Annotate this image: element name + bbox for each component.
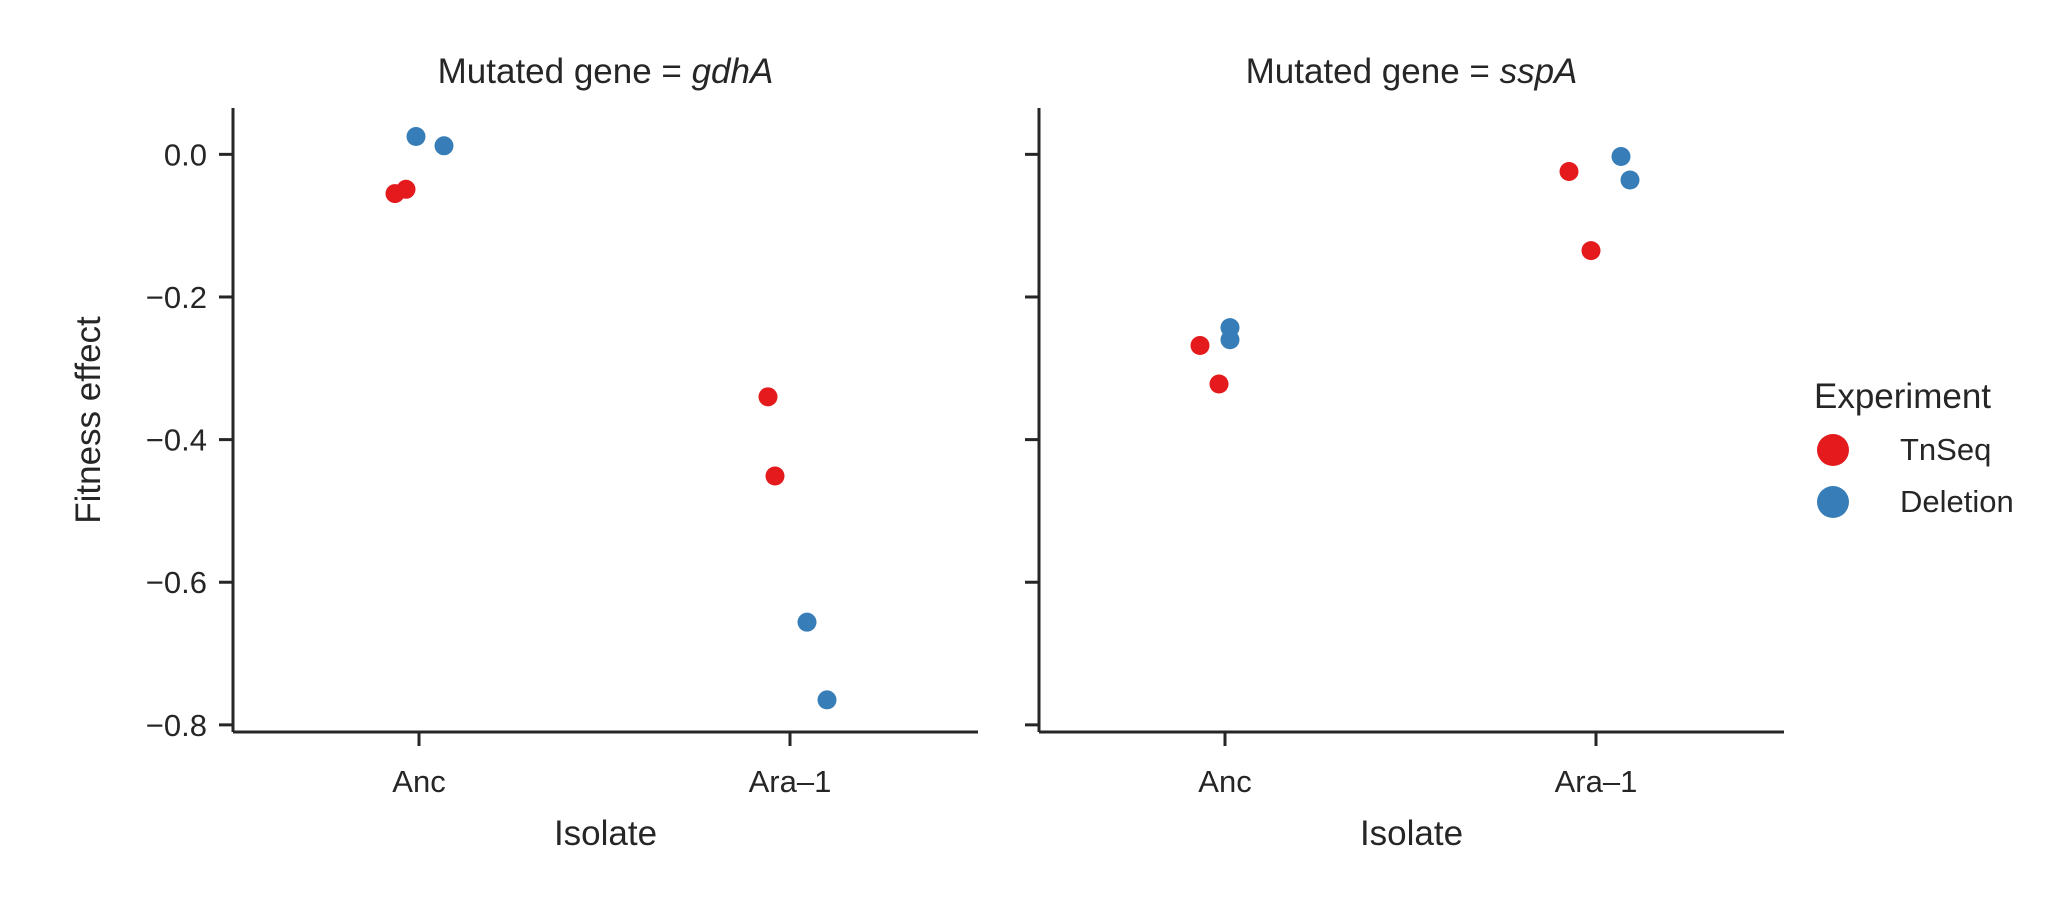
y-tick-label: −0.8 — [146, 708, 207, 743]
panel-title-prefix: Mutated gene = — [438, 52, 692, 91]
legend-title: Experiment — [1814, 377, 1991, 416]
y-tick-label: −0.2 — [146, 280, 207, 315]
x-tick-label: Ara–1 — [1555, 764, 1638, 799]
y-tick-label: −0.4 — [146, 423, 207, 458]
legend-marker-tnseq — [1817, 434, 1849, 466]
data-point-deletion — [1611, 146, 1631, 166]
y-tick-label: 0.0 — [164, 137, 207, 172]
data-point-deletion — [434, 136, 454, 156]
data-point-deletion — [406, 127, 426, 147]
legend-label: TnSeq — [1900, 432, 1991, 467]
y-axis-label: Fitness effect — [69, 316, 108, 524]
panel-title-prefix: Mutated gene = — [1246, 52, 1500, 91]
y-tick-label: −0.6 — [146, 565, 207, 600]
data-point-tnseq — [1190, 335, 1210, 355]
data-point-deletion — [1220, 330, 1240, 350]
data-point-deletion — [797, 612, 817, 632]
data-point-tnseq — [1559, 161, 1579, 181]
data-point-tnseq — [758, 387, 778, 407]
panel-1: Mutated gene = gdhA 0.0 −0.2 −0.4 −0.6 −0.8 An… — [146, 52, 978, 853]
data-point-tnseq — [1209, 374, 1229, 394]
panel-title-gene: gdhA — [692, 52, 774, 91]
x-tick-label: Ara–1 — [749, 764, 832, 799]
legend-label: Deletion — [1900, 484, 2014, 519]
legend-marker-deletion — [1817, 486, 1849, 518]
data-point-tnseq — [396, 179, 416, 199]
panel-title-gene: sspA — [1500, 52, 1578, 91]
legend: Experiment TnSeq Deletion — [1814, 377, 2014, 519]
data-point-tnseq — [1581, 241, 1601, 261]
x-axis-label: Isolate — [554, 814, 657, 853]
data-point-deletion — [817, 690, 837, 710]
panel-title: Mutated gene = sspA — [1246, 52, 1578, 91]
x-tick-label: Anc — [392, 764, 445, 799]
panel-title: Mutated gene = gdhA — [438, 52, 774, 91]
data-point-tnseq — [765, 466, 785, 486]
x-tick-label: Anc — [1198, 764, 1251, 799]
data-point-deletion — [1620, 170, 1640, 190]
panel-2: Mutated gene = sspA Anc Ara–1 Isolate — [1025, 52, 1784, 853]
x-axis-label: Isolate — [1360, 814, 1463, 853]
